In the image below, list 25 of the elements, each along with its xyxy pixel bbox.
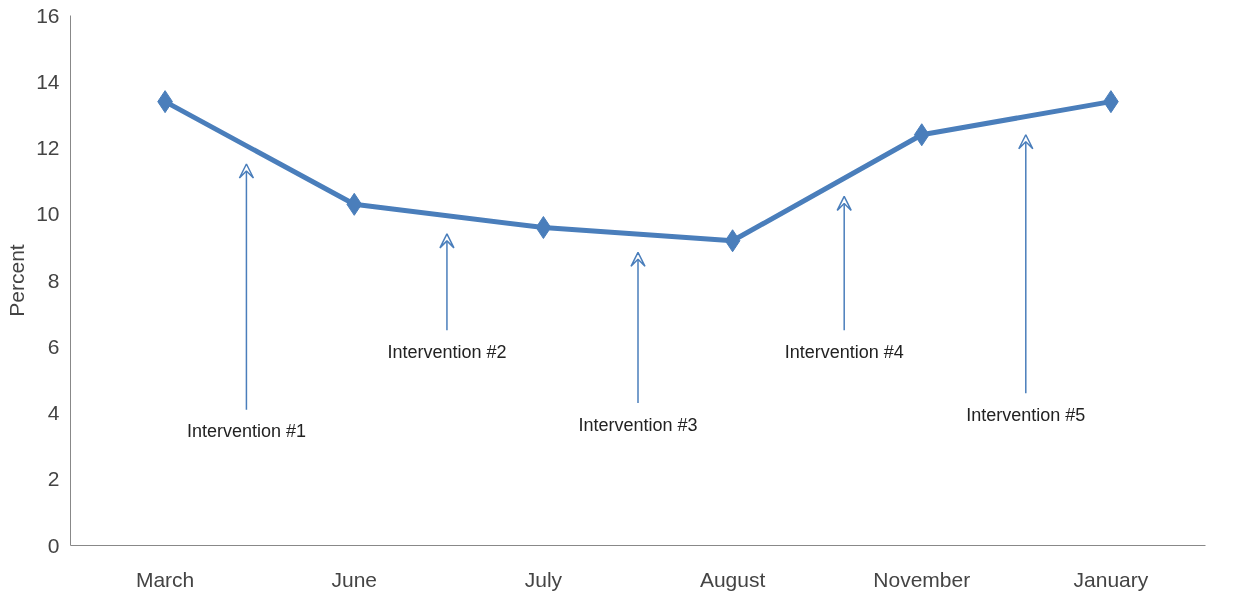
annotation: Intervention #4 bbox=[784, 341, 904, 362]
y-tick-label: 10 bbox=[36, 202, 60, 226]
x-tick-label: June bbox=[331, 567, 378, 591]
y-tick-label: 2 bbox=[47, 467, 60, 491]
point bbox=[535, 216, 552, 239]
point bbox=[346, 192, 363, 216]
annotation: Intervention #5 bbox=[966, 404, 1086, 425]
x-tick-label: August bbox=[699, 567, 766, 591]
annotation: Intervention #2 bbox=[387, 341, 507, 362]
x-tick-label: March bbox=[135, 567, 195, 591]
x-tick-label: July bbox=[524, 567, 563, 591]
y-tick-label: 16 bbox=[36, 3, 60, 27]
point bbox=[724, 229, 741, 253]
point bbox=[913, 123, 930, 147]
annotation: Intervention #3 bbox=[578, 414, 698, 435]
x-tick-label: January bbox=[1073, 567, 1149, 591]
y-tick-label: 6 bbox=[47, 334, 60, 358]
y-tick-label: 8 bbox=[47, 268, 60, 292]
y-tick-label: 12 bbox=[36, 136, 60, 159]
y-tick-label: 14 bbox=[36, 69, 60, 93]
x-tick-label: November bbox=[873, 567, 971, 591]
annotation: Intervention #1 bbox=[186, 421, 306, 442]
y-tick-label: 4 bbox=[47, 401, 60, 424]
y-axis-title: Percent bbox=[5, 244, 29, 317]
y-tick-label: 0 bbox=[47, 533, 60, 557]
